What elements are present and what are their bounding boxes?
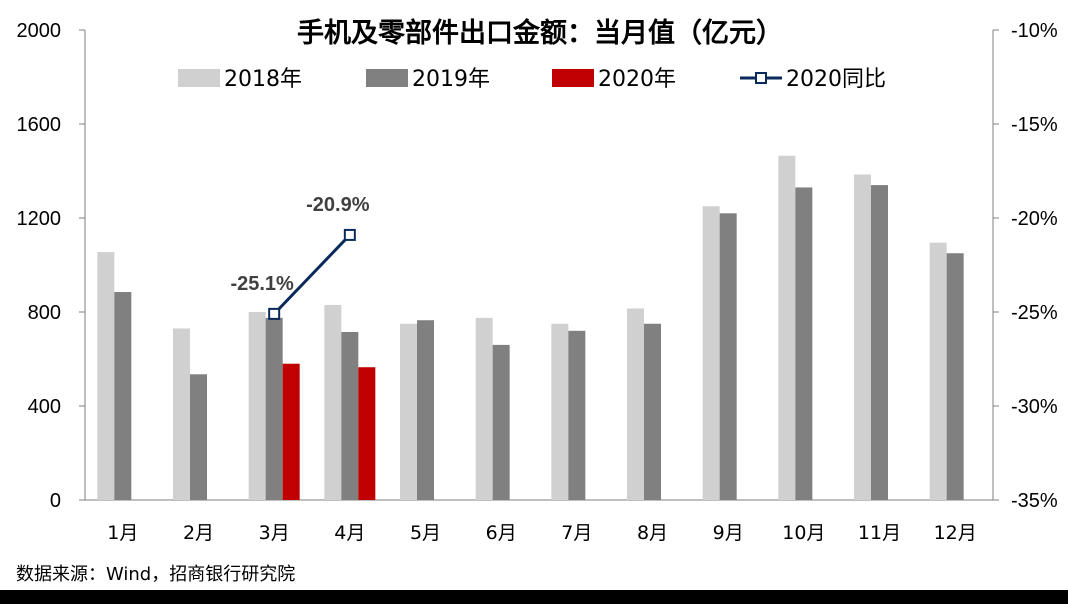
bar-2018年: [173, 328, 190, 500]
chart-title: 手机及零部件出口金额：当月值（亿元）: [297, 17, 783, 49]
legend-label: 2020年: [598, 67, 676, 92]
bar-2020年: [282, 363, 300, 500]
yoy-marker: [268, 307, 281, 320]
bar-2018年: [400, 323, 417, 500]
bar-2018年: [778, 155, 796, 500]
bar-2019年: [795, 187, 813, 500]
right-tick-label: -20%: [1011, 208, 1058, 230]
bar-2018年: [475, 317, 493, 500]
category-label: 2月: [183, 522, 214, 544]
bar-2019年: [568, 330, 586, 500]
right-tick-label: -35%: [1011, 490, 1058, 512]
bar-2019年: [341, 331, 359, 500]
bar-2019年: [492, 344, 510, 500]
category-label: 6月: [486, 522, 517, 544]
bar-2018年: [324, 304, 342, 500]
bar-2019年: [871, 185, 888, 500]
right-tick-label: -10%: [1011, 20, 1058, 42]
bar-2018年: [929, 242, 947, 501]
category-label: 4月: [334, 522, 365, 544]
bar-2018年: [551, 323, 569, 500]
category-label: 7月: [561, 522, 592, 544]
yoy-marker: [343, 228, 356, 241]
category-label: 12月: [934, 522, 977, 544]
yoy-line: -25.1% -20.9%: [230, 194, 370, 320]
legend-swatch: [552, 69, 594, 87]
bar-2018年: [97, 252, 115, 500]
bar-2018年: [702, 206, 720, 500]
legend-swatch: [366, 69, 408, 87]
bar-2019年: [946, 253, 964, 500]
bar-2019年: [114, 292, 132, 500]
yoy-line-path: [273, 233, 351, 315]
right-tick-label: -15%: [1011, 114, 1058, 136]
legend-label: 2018年: [224, 67, 302, 92]
legend-label: 2020同比: [786, 67, 886, 92]
axes: 0 400 800 1200 1600 2000 -35% -30% -25% -20% -15% -…: [17, 20, 1058, 544]
right-tick-label: -25%: [1011, 302, 1058, 324]
legend: 2018年 2019年 2020年 2020同比: [178, 67, 886, 92]
left-tick-label: 2000: [17, 20, 62, 42]
legend-swatch: [178, 69, 220, 87]
bar-2020年: [358, 367, 376, 500]
category-label: 3月: [259, 522, 290, 544]
bar-2018年: [854, 174, 871, 500]
bar-2019年: [265, 317, 283, 500]
left-tick-label: 400: [28, 396, 61, 418]
source-note: 数据来源：Wind，招商银行研究院: [16, 564, 295, 585]
category-label: 8月: [637, 522, 668, 544]
category-label: 5月: [410, 522, 441, 544]
bar-2019年: [644, 323, 661, 500]
legend-label: 2019年: [412, 67, 490, 92]
bars: [97, 155, 964, 501]
category-label: 1月: [107, 522, 138, 544]
left-tick-label: 1200: [17, 208, 62, 230]
bar-2018年: [248, 312, 266, 500]
right-tick-label: -30%: [1011, 396, 1058, 418]
category-label: 10月: [782, 522, 825, 544]
left-tick-label: 1600: [17, 114, 62, 136]
bar-2019年: [417, 320, 434, 500]
left-tick-label: 800: [28, 302, 61, 324]
category-label: 9月: [713, 522, 744, 544]
bar-2018年: [627, 308, 644, 500]
yoy-data-label: -25.1%: [230, 273, 294, 295]
legend-swatch-marker: [755, 72, 767, 84]
chart-panel: 手机及零部件出口金额：当月值（亿元） 2018年 2019年 2020年 2020同比…: [0, 0, 1068, 590]
bar-2019年: [719, 213, 737, 501]
category-label: 11月: [858, 522, 901, 544]
yoy-data-label: -20.9%: [306, 194, 370, 216]
chart: 手机及零部件出口金额：当月值（亿元） 2018年 2019年 2020年 2020同比…: [16, 17, 1058, 585]
left-tick-label: 0: [50, 490, 61, 512]
bar-2019年: [190, 374, 207, 500]
